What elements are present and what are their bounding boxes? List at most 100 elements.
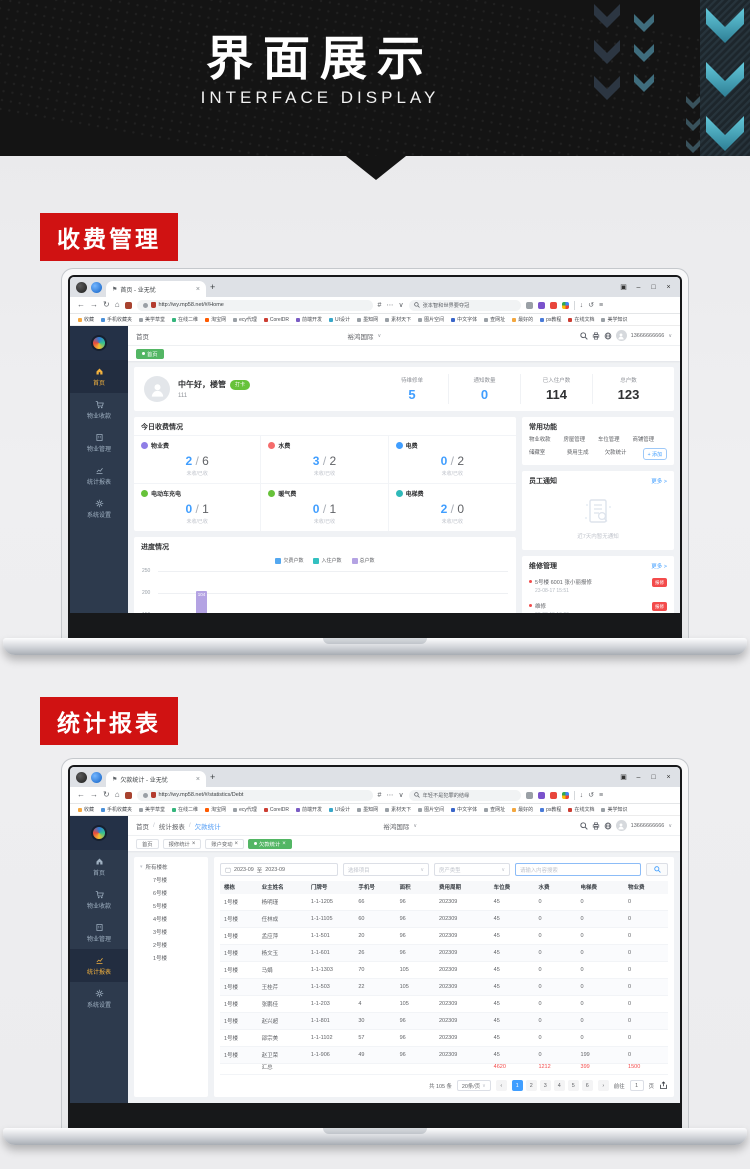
page-number-button[interactable]: 4 [553, 1080, 565, 1091]
window-close-button[interactable]: × [666, 773, 671, 781]
bookmark-item[interactable]: 素材天下 [385, 316, 411, 323]
extension-icon[interactable] [549, 301, 557, 309]
quick-link[interactable]: 储藏室 [529, 450, 546, 456]
sidebar-item-settings[interactable]: 系统设置 [70, 492, 128, 525]
page-number-button[interactable]: 6 [581, 1080, 593, 1091]
sidebar-item-property[interactable]: 物业管理 [70, 426, 128, 459]
add-quick-link-button[interactable]: + 添加 [642, 448, 667, 460]
browser-tab[interactable]: ⚑ 欠款统计 - 业无忧 × [106, 771, 206, 787]
date-range-picker[interactable]: 2023-09 至 2023-09 [220, 863, 338, 876]
fee-cell[interactable]: 暖气费 0 / 1 [261, 483, 389, 531]
history-icon[interactable]: ↺ [588, 301, 594, 309]
history-icon[interactable]: ↺ [588, 791, 594, 799]
page-number-button[interactable]: 1 [511, 1080, 523, 1091]
table-row[interactable]: 1号楼 赵兴超 1-1-801 30 96 202309 45 [220, 1012, 668, 1030]
close-icon[interactable]: × [191, 840, 196, 847]
toolbar-caret-icon[interactable]: ∨ [398, 791, 404, 799]
repair-item[interactable]: 维修 23-08-15 16:06 报修 [522, 598, 674, 613]
bookmark-item[interactable]: 素材天下 [385, 806, 411, 813]
extension-icon[interactable] [537, 791, 545, 799]
sidebar-item-payments[interactable]: 物业收款 [70, 393, 128, 426]
site-info-icon[interactable] [142, 302, 148, 308]
bookmark-item[interactable]: 手机收藏夹 [101, 806, 132, 813]
page-tab-debt-stats[interactable]: 欠款统计 × [248, 838, 292, 849]
quick-link[interactable]: 物业收款 [529, 437, 551, 443]
company-selector[interactable]: 裕鸿国际 [383, 823, 410, 831]
bookmark-item[interactable]: 前端开发 [296, 316, 322, 323]
bookmark-item[interactable]: 图片空间 [418, 806, 444, 813]
printer-icon[interactable] [592, 821, 600, 830]
fee-cell[interactable]: 电梯费 2 / 0 [388, 483, 516, 531]
bookmark-item[interactable]: 最好的 [512, 806, 533, 813]
table-row[interactable]: 1号楼 王桂芹 1-1-503 22 105 202309 45 [220, 978, 668, 996]
extension-icon[interactable] [525, 301, 533, 309]
clock-in-button[interactable]: 打卡 [230, 379, 251, 390]
page-tab-home[interactable]: 首页 [136, 838, 159, 849]
search-icon[interactable] [579, 331, 588, 340]
search-icon[interactable] [579, 821, 588, 830]
browser-logo-icon[interactable] [91, 281, 102, 293]
browser-tab[interactable]: ⚑ 首页 - 业无忧 × [106, 281, 206, 297]
sidebar-item-home[interactable]: 首页 [70, 850, 128, 883]
bookmark-item[interactable]: 美学草堂 [139, 316, 165, 323]
menu-icon[interactable]: ≡ [598, 791, 604, 799]
sidebar-item-home[interactable]: 首页 [70, 360, 128, 393]
export-icon[interactable] [659, 1081, 668, 1090]
repair-item[interactable]: 5号楼 6001 张小丽报修 23-08-17 15:51 报修 [522, 574, 674, 598]
omnibox-search[interactable]: 年轻不是犯罪的结缘 [408, 789, 521, 801]
fee-cell[interactable]: 电费 0 / 2 [388, 435, 516, 483]
sidebar-item-settings[interactable]: 系统设置 [70, 982, 128, 1015]
table-row[interactable]: 1号楼 杨明瑾 1-1-1205 66 96 202309 45 [220, 894, 668, 911]
search-button[interactable] [646, 863, 668, 876]
extensions-grid-icon[interactable] [561, 791, 569, 799]
window-minimize-button[interactable]: – [636, 773, 641, 781]
keyword-search-input[interactable]: 请输入内容搜索 [515, 863, 641, 876]
sidebar-item-reports[interactable]: 统计报表 [70, 949, 128, 982]
home-icon[interactable]: ⌂ [114, 300, 120, 309]
bookmark-item[interactable]: 前端开发 [296, 806, 322, 813]
page-tab-home[interactable]: 首页 [136, 348, 164, 359]
legend-item[interactable]: 总户数 [351, 557, 375, 564]
bookmark-item[interactable]: UI设计 [329, 316, 350, 323]
bookmark-item[interactable]: 淘宝网 [205, 806, 226, 813]
home-icon[interactable]: ⌂ [114, 790, 120, 799]
bookmark-item[interactable]: 在线二维 [172, 806, 198, 813]
tree-node[interactable]: 6号楼 [153, 891, 168, 897]
bookmark-item[interactable]: 收藏 [78, 316, 94, 323]
toolbox-icon[interactable] [124, 301, 132, 309]
url-bar[interactable]: http://wy.mp58.net/#/statistics/Debt [136, 789, 373, 801]
table-row[interactable]: 1号楼 赵卫荣 1-1-906 49 96 202309 45 [220, 1046, 668, 1064]
bookmark-item[interactable]: ps教程 [540, 316, 561, 323]
user-phone[interactable]: 13666666666 [630, 822, 665, 829]
bookmark-item[interactable]: 图片空间 [418, 316, 444, 323]
extension-icon[interactable] [549, 791, 557, 799]
bookmark-item[interactable]: 墨知网 [357, 316, 378, 323]
close-icon[interactable]: × [234, 840, 239, 847]
quick-link[interactable]: 房屋管理 [563, 437, 586, 443]
table-row[interactable]: 1号楼 任林成 1-1-1105 60 96 202309 45 [220, 910, 668, 928]
page-number-button[interactable]: 5 [567, 1080, 579, 1091]
url-bar[interactable]: http://wy.mp58.net/#/Home [136, 299, 373, 311]
new-tab-button[interactable]: + [210, 282, 216, 292]
table-row[interactable]: 1号楼 马娟 1-1-1303 70 105 202309 45 [220, 962, 668, 979]
bookmark-hash-icon[interactable]: # [377, 791, 382, 799]
next-page-button[interactable]: › [597, 1080, 609, 1091]
new-tab-button[interactable]: + [210, 772, 216, 782]
user-avatar[interactable] [615, 820, 627, 831]
window-maximize-button[interactable]: □ [651, 773, 656, 781]
bookmark-item[interactable]: 查网址 [484, 806, 505, 813]
bookmark-item[interactable]: CorelDR [263, 317, 289, 323]
bookmark-hash-icon[interactable]: # [377, 301, 382, 309]
bookmark-item[interactable]: 美学知识 [601, 316, 627, 323]
os-app-icon[interactable] [76, 281, 87, 293]
more-tools-icon[interactable]: ⋯ [386, 301, 394, 309]
bookmark-item[interactable]: ps教程 [540, 806, 561, 813]
legend-item[interactable]: 入住户数 [313, 557, 342, 564]
goto-page-input[interactable]: 1 [629, 1080, 644, 1091]
prev-page-button[interactable]: ‹ [495, 1080, 507, 1091]
back-icon[interactable]: ← [77, 790, 85, 799]
window-minimize-button[interactable]: – [636, 283, 641, 291]
page-size-select[interactable]: 20条/页 ∨ [456, 1080, 491, 1091]
fee-cell[interactable]: 物业费 2 / 6 [134, 435, 262, 483]
table-row[interactable]: 1号楼 孟应萍 1-1-501 20 96 202309 45 [220, 928, 668, 945]
